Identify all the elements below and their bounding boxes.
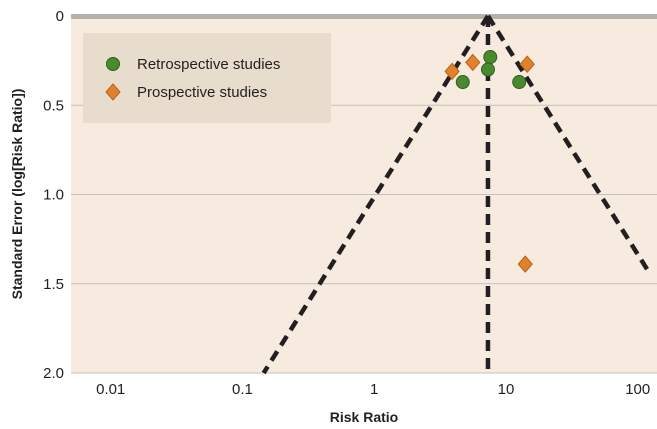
x-tick-label: 10 bbox=[498, 381, 515, 398]
legend-label-prospective: Prospective studies bbox=[137, 84, 267, 101]
y-tick-label: 0 bbox=[56, 8, 64, 25]
point-prospective bbox=[465, 53, 481, 72]
y-tick-label: 2.0 bbox=[43, 365, 64, 382]
point-prospective bbox=[519, 55, 535, 73]
point-retrospective bbox=[512, 75, 527, 90]
y-tick-label: 0.5 bbox=[43, 97, 64, 114]
x-tick-label: 0.01 bbox=[96, 381, 125, 398]
funnel-left-limit bbox=[261, 14, 490, 375]
funnel-right-limit bbox=[486, 14, 651, 273]
point-retrospective bbox=[480, 62, 495, 77]
y-axis-title: Standard Error (log[Risk Ratio]) bbox=[9, 89, 25, 300]
legend-box bbox=[83, 33, 331, 123]
x-tick-label: 0.1 bbox=[232, 381, 253, 398]
y-tick-label: 1.0 bbox=[43, 187, 64, 204]
point-prospective bbox=[517, 255, 533, 273]
x-tick-label: 100 bbox=[625, 381, 650, 398]
legend-marker-prospective bbox=[105, 83, 121, 101]
x-axis-title: Risk Ratio bbox=[330, 409, 398, 425]
point-retrospective bbox=[455, 75, 470, 90]
y-axis-ticks: 0 0.5 1.0 1.5 2.0 bbox=[43, 8, 64, 382]
point-retrospective bbox=[483, 50, 498, 65]
x-axis-ticks: 0.01 0.1 1 10 100 bbox=[96, 381, 650, 398]
y-tick-label: 1.5 bbox=[43, 276, 64, 293]
point-prospective bbox=[444, 62, 460, 81]
legend-marker-retrospective bbox=[106, 57, 120, 71]
data-points bbox=[444, 50, 535, 273]
top-axis-rule bbox=[71, 14, 657, 19]
x-tick-label: 1 bbox=[370, 381, 378, 398]
legend-label-retrospective: Retrospective studies bbox=[137, 56, 280, 73]
legend: Retrospective studies Prospective studie… bbox=[83, 33, 331, 123]
